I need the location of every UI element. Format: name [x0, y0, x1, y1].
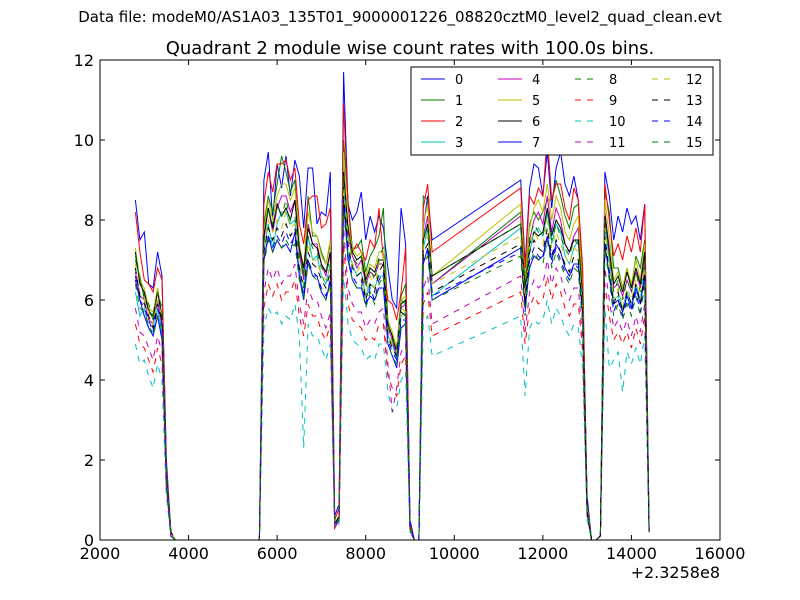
x-tick-label: 4000 [168, 544, 209, 563]
axis-ticks: 2000 4000 6000 8000 10000 12000 14000 16000 0 2 4 6… [74, 51, 746, 563]
legend-label-5: 5 [532, 94, 540, 109]
y-tick-label: 6 [84, 291, 94, 310]
y-tick-label: 10 [74, 131, 94, 150]
series-line-5 [134, 151, 650, 540]
x-tick-label: 16000 [695, 544, 746, 563]
x-axis-offset-label: +2.3258e8 [631, 563, 720, 582]
legend-box [410, 66, 714, 156]
legend-label-14: 14 [686, 115, 703, 130]
x-tick-label: 12000 [517, 544, 568, 563]
legend-label-8: 8 [609, 73, 617, 88]
legend-label-11: 11 [609, 136, 626, 151]
chart-title: Quadrant 2 module wise count rates with … [166, 38, 655, 59]
y-tick-label: 4 [84, 371, 94, 390]
x-tick-label: 6000 [257, 544, 298, 563]
legend-label-10: 10 [609, 115, 626, 130]
series-line-11 [134, 227, 650, 540]
data-file-title: Data file: modeM0/AS1A03_135T01_90000012… [78, 8, 722, 26]
series-line-10 [134, 271, 650, 540]
plot-area [134, 71, 650, 540]
series-line-15 [134, 211, 650, 540]
y-tick-label: 0 [84, 531, 94, 550]
legend-label-1: 1 [455, 94, 463, 109]
x-tick-label: 2000 [80, 544, 121, 563]
legend-label-13: 13 [686, 94, 703, 109]
y-tick-label: 8 [84, 211, 94, 230]
series-line-4 [134, 163, 650, 540]
series-line-3 [134, 179, 650, 540]
legend-label-15: 15 [686, 136, 703, 151]
legend-label-2: 2 [455, 115, 463, 130]
legend-label-6: 6 [532, 115, 540, 130]
legend-label-9: 9 [609, 94, 617, 109]
legend-label-7: 7 [532, 136, 540, 151]
series-line-9 [134, 243, 650, 540]
x-tick-label: 8000 [345, 544, 386, 563]
legend-label-0: 0 [455, 73, 463, 88]
legend-label-3: 3 [455, 136, 463, 151]
y-tick-label: 2 [84, 451, 94, 470]
x-tick-label: 10000 [429, 544, 480, 563]
x-tick-label: 14000 [606, 544, 657, 563]
legend-label-12: 12 [686, 73, 703, 88]
series-line-7 [134, 199, 650, 540]
series-line-2 [134, 103, 650, 540]
y-tick-label: 12 [74, 51, 94, 70]
legend-label-4: 4 [532, 73, 540, 88]
